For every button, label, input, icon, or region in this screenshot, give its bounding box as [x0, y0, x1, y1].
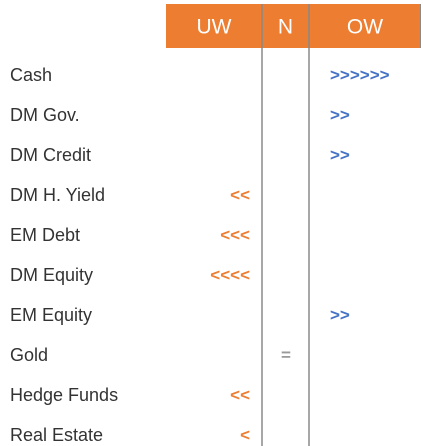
signal: >>>>>> — [330, 65, 390, 84]
signal: >> — [330, 305, 350, 324]
signal: = — [281, 345, 291, 364]
row-label: EM Equity — [10, 305, 92, 325]
signal: < — [240, 425, 250, 444]
row-label: DM Gov. — [10, 105, 80, 125]
signal: << — [230, 185, 250, 204]
signal: >> — [330, 145, 350, 164]
header-label: UW — [197, 16, 232, 39]
signal: << — [230, 385, 250, 404]
header-label: OW — [347, 16, 383, 39]
header-label: N — [278, 16, 293, 39]
signal: <<< — [220, 225, 250, 244]
row-label: DM Equity — [10, 265, 93, 285]
header-bar — [166, 4, 421, 48]
row-label: EM Debt — [10, 225, 80, 245]
row-label: Gold — [10, 345, 48, 365]
row-label: Cash — [10, 65, 52, 85]
signal: >> — [330, 105, 350, 124]
signal: <<<< — [210, 265, 250, 284]
row-label: DM Credit — [10, 145, 91, 165]
row-label: Real Estate — [10, 425, 103, 445]
row-label: DM H. Yield — [10, 185, 105, 205]
row-label: Hedge Funds — [10, 385, 118, 405]
